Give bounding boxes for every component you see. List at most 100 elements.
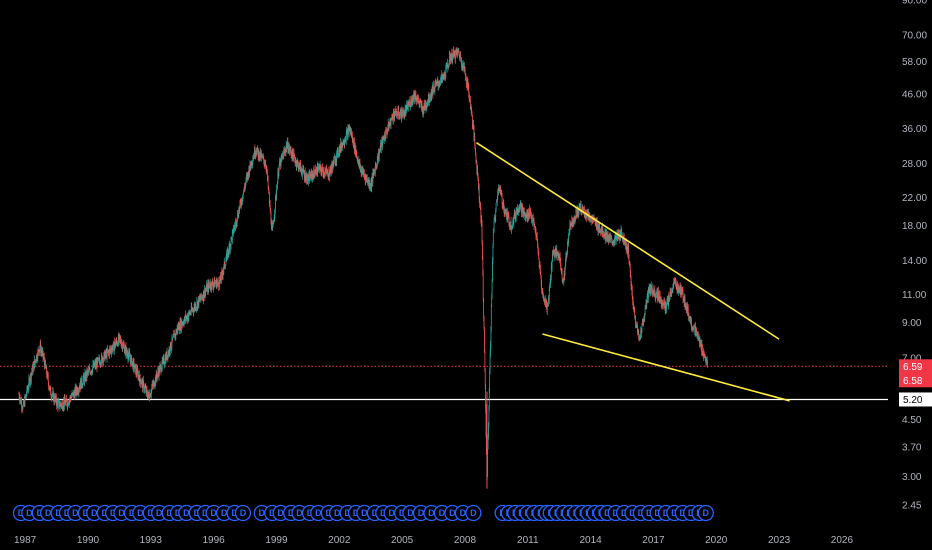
- candle-body: [602, 226, 603, 234]
- candle-body: [624, 240, 625, 243]
- candle-body: [94, 364, 95, 367]
- candle-body: [338, 148, 340, 155]
- candle-body: [592, 220, 594, 222]
- candle-body: [509, 224, 511, 228]
- candle-body: [442, 74, 444, 77]
- candle-body: [552, 251, 553, 262]
- candle-body: [426, 103, 428, 108]
- candle-body: [411, 101, 413, 103]
- candle-body: [642, 322, 644, 324]
- candle-body: [256, 147, 258, 151]
- candle-body: [277, 172, 279, 182]
- candle-body: [329, 170, 330, 178]
- candle-body: [391, 115, 393, 119]
- candle-body: [646, 303, 648, 308]
- candle-body: [639, 337, 641, 339]
- candle-body: [319, 165, 321, 171]
- candle-body: [240, 201, 241, 203]
- time-axis[interactable]: 1987 1990 1993 1996 1999 2002 2005 2008 2011 2014…: [14, 535, 853, 546]
- candle-body: [167, 351, 169, 358]
- candle-body: [273, 221, 275, 222]
- candle-body: [656, 289, 658, 294]
- candle-body: [625, 239, 627, 244]
- candle-body: [424, 103, 426, 109]
- candle-body: [547, 304, 549, 306]
- candle-body: [97, 358, 99, 360]
- candle-body: [83, 377, 85, 383]
- candle-body: [222, 272, 224, 276]
- candle-body: [504, 209, 505, 214]
- candle-body: [350, 131, 352, 133]
- candle-body: [113, 341, 115, 343]
- candle-body: [680, 289, 681, 295]
- candle-body: [131, 356, 132, 366]
- candle-body: [125, 346, 126, 348]
- candle-body: [416, 99, 417, 101]
- candle-body: [374, 170, 376, 174]
- candle-body: [169, 352, 171, 353]
- candle-body: [569, 232, 570, 234]
- candle-body: [540, 274, 542, 278]
- candle-body: [222, 274, 223, 276]
- candle-body: [337, 149, 339, 156]
- candle-body: [450, 56, 451, 61]
- candle-body: [380, 142, 382, 149]
- candle-body: [288, 147, 290, 152]
- candle-body: [452, 59, 453, 61]
- candle-body: [653, 290, 655, 295]
- dividend-label: D: [118, 508, 125, 518]
- candle-body: [103, 353, 105, 359]
- candle-body: [478, 186, 480, 200]
- candle-body: [76, 391, 78, 394]
- candle-body: [132, 361, 134, 369]
- candle-body: [415, 94, 417, 100]
- candle-body: [558, 258, 560, 261]
- candle-body: [639, 337, 641, 339]
- candle-body: [601, 229, 603, 234]
- candle-body: [664, 300, 665, 309]
- candle-body: [405, 106, 407, 114]
- dividend-marker[interactable]: D: [234, 504, 252, 522]
- candle-body: [208, 282, 210, 286]
- dividend-label: D: [315, 508, 322, 518]
- candle-body: [572, 221, 574, 223]
- candle-body: [700, 342, 702, 350]
- candle-body: [184, 319, 185, 325]
- candle-body: [328, 177, 330, 178]
- candle-body: [134, 364, 136, 366]
- candle-body: [499, 187, 501, 189]
- candle-body: [449, 55, 451, 61]
- candle-body: [550, 278, 551, 284]
- candle-body: [538, 250, 539, 256]
- candle-body: [30, 373, 32, 380]
- candle-body: [647, 292, 648, 297]
- candle-body: [295, 161, 296, 164]
- candle-body: [686, 308, 687, 311]
- dividend-marker[interactable]: D: [697, 504, 714, 522]
- plot-area[interactable]: [0, 46, 888, 489]
- trendline-2[interactable]: [542, 333, 790, 402]
- candle-body: [373, 171, 375, 174]
- candle-body: [382, 137, 383, 146]
- candle-body: [144, 386, 145, 390]
- price-axis[interactable]: 90.0070.0058.0046.0036.0028.0022.0018.00…: [902, 0, 927, 511]
- candle-body: [520, 202, 522, 204]
- candle-body: [530, 212, 532, 216]
- candle-body: [53, 391, 54, 401]
- candle-body: [201, 296, 203, 299]
- candle-body: [264, 163, 266, 166]
- candle-body: [402, 110, 404, 117]
- candle-body: [526, 213, 528, 218]
- candle-body: [35, 361, 37, 362]
- candle-body: [555, 248, 557, 257]
- candle-body: [489, 354, 491, 372]
- dividend-marker[interactable]: D: [465, 504, 482, 522]
- trendline-1[interactable]: [476, 142, 780, 340]
- candle-body: [597, 227, 598, 230]
- candle-body: [477, 166, 478, 175]
- candle-body: [30, 374, 31, 381]
- candle-body: [620, 230, 621, 240]
- candle-body: [244, 188, 246, 189]
